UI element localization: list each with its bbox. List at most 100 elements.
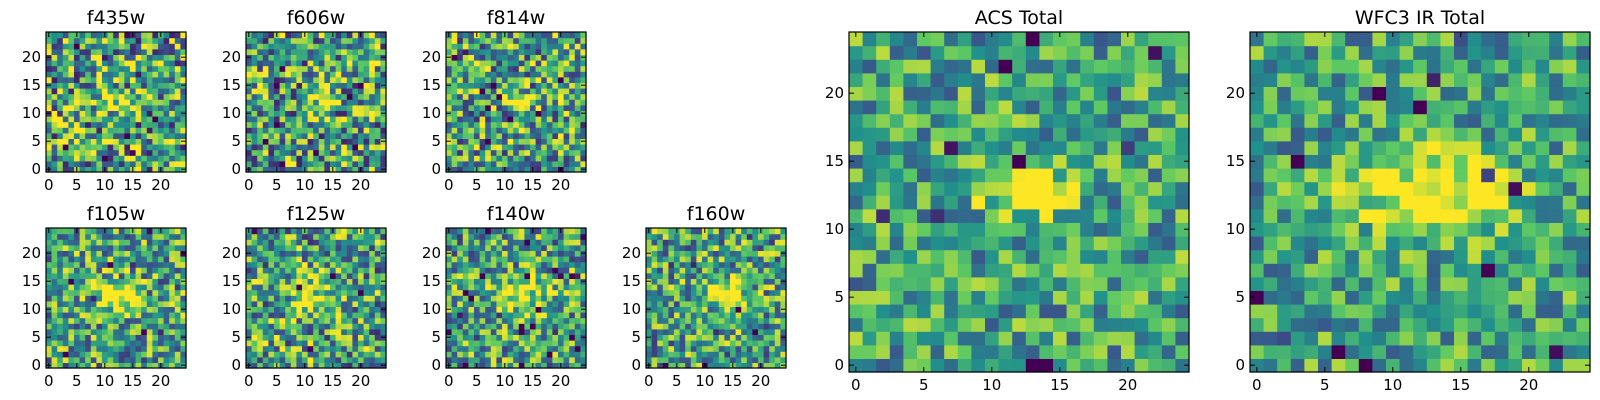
- heatmap-cell: [90, 239, 97, 246]
- heatmap-cell: [352, 228, 359, 235]
- heatmap-cell: [552, 48, 559, 55]
- heatmap-cell: [552, 88, 559, 95]
- heatmap-cell: [1039, 208, 1054, 223]
- heatmap-cell: [479, 88, 486, 95]
- heatmap-cell: [118, 261, 125, 268]
- heatmap-cell: [62, 155, 69, 162]
- heatmap-cell: [1161, 181, 1176, 196]
- heatmap-cell: [257, 149, 264, 156]
- heatmap-cell: [657, 334, 664, 341]
- heatmap-cell: [135, 110, 142, 117]
- heatmap-cell: [903, 344, 918, 359]
- heatmap-cell: [485, 244, 492, 251]
- heatmap-cell: [268, 306, 275, 313]
- heatmap-cell: [569, 166, 576, 173]
- heatmap-cell: [552, 127, 559, 134]
- heatmap-cell: [313, 233, 320, 240]
- heatmap-cell: [313, 289, 320, 296]
- heatmap-cell: [102, 160, 109, 167]
- heatmap-cell: [68, 334, 75, 341]
- heatmap-cell: [718, 356, 725, 363]
- heatmap-cell: [274, 317, 281, 324]
- heatmap-cell: [474, 149, 481, 156]
- heatmap-cell: [102, 328, 109, 335]
- heatmap-cell: [324, 166, 331, 173]
- heatmap-cell: [146, 37, 153, 44]
- heatmap-cell: [552, 289, 559, 296]
- heatmap-cell: [374, 306, 381, 313]
- heatmap-cell: [346, 261, 353, 268]
- heatmap-cell: [535, 88, 542, 95]
- heatmap-cell: [335, 289, 342, 296]
- heatmap-cell: [268, 323, 275, 330]
- heatmap-cell: [957, 154, 972, 169]
- heatmap-cell: [358, 37, 365, 44]
- heatmap-cell: [279, 233, 286, 240]
- heatmap-cell: [79, 362, 86, 369]
- heatmap-cell: [674, 306, 681, 313]
- heatmap-cell: [479, 233, 486, 240]
- heatmap-cell: [496, 362, 503, 369]
- heatmap-cell: [446, 272, 453, 279]
- heatmap-cell: [735, 356, 742, 363]
- heatmap-cell: [296, 362, 303, 369]
- heatmap-cell: [490, 132, 497, 139]
- heatmap-cell: [917, 344, 932, 359]
- heatmap-cell: [1080, 290, 1095, 305]
- heatmap-cell: [496, 278, 503, 285]
- heatmap-cell: [146, 48, 153, 55]
- heatmap-cell: [457, 54, 464, 61]
- heatmap-cell: [313, 295, 320, 302]
- heatmap-cell: [707, 278, 714, 285]
- heatmap-cell: [479, 127, 486, 134]
- heatmap-cell: [262, 244, 269, 251]
- heatmap-cell: [307, 351, 314, 358]
- heatmap-cell: [702, 267, 709, 274]
- heatmap-cell: [917, 263, 932, 278]
- heatmap-cell: [580, 149, 587, 156]
- heatmap-cell: [679, 228, 686, 235]
- heatmap-cell: [541, 104, 548, 111]
- heatmap-cell: [96, 104, 103, 111]
- heatmap-cell: [713, 345, 720, 352]
- heatmap-cell: [1039, 154, 1054, 169]
- heatmap-cell: [451, 138, 458, 145]
- heatmap-cell: [741, 233, 748, 240]
- heatmap-cell: [107, 228, 114, 235]
- heatmap-cell: [163, 149, 170, 156]
- heatmap-cell: [268, 317, 275, 324]
- heatmap-cell: [358, 48, 365, 55]
- heatmap-cell: [849, 263, 864, 278]
- heatmap-cell: [702, 323, 709, 330]
- heatmap-cell: [302, 300, 309, 307]
- heatmap-cell: [251, 340, 258, 347]
- heatmap-cell: [130, 239, 137, 246]
- heatmap-cell: [90, 267, 97, 274]
- heatmap-cell: [363, 138, 370, 145]
- heatmap-cell: [524, 132, 531, 139]
- heatmap-cell: [563, 272, 570, 279]
- heatmap-cell: [96, 284, 103, 291]
- heatmap-cell: [341, 228, 348, 235]
- heatmap-cell: [135, 239, 142, 246]
- heatmap-cell: [451, 144, 458, 151]
- heatmap-cell: [446, 284, 453, 291]
- heatmap-cell: [174, 328, 181, 335]
- heatmap-cell: [730, 244, 737, 251]
- heatmap-cell: [358, 351, 365, 358]
- heatmap-cell: [668, 267, 675, 274]
- heatmap-cell: [1175, 208, 1190, 223]
- heatmap-cell: [735, 351, 742, 358]
- heatmap-cell: [657, 228, 664, 235]
- heatmap-cell: [62, 351, 69, 358]
- heatmap-cell: [651, 328, 658, 335]
- heatmap-cell: [124, 295, 131, 302]
- heatmap-cell: [335, 138, 342, 145]
- heatmap-cell: [718, 340, 725, 347]
- heatmap-cell: [274, 104, 281, 111]
- heatmap-cell: [774, 300, 781, 307]
- heatmap-cell: [462, 267, 469, 274]
- heatmap-cell: [451, 362, 458, 369]
- heatmap-cell: [352, 43, 359, 50]
- heatmap-cell: [374, 88, 381, 95]
